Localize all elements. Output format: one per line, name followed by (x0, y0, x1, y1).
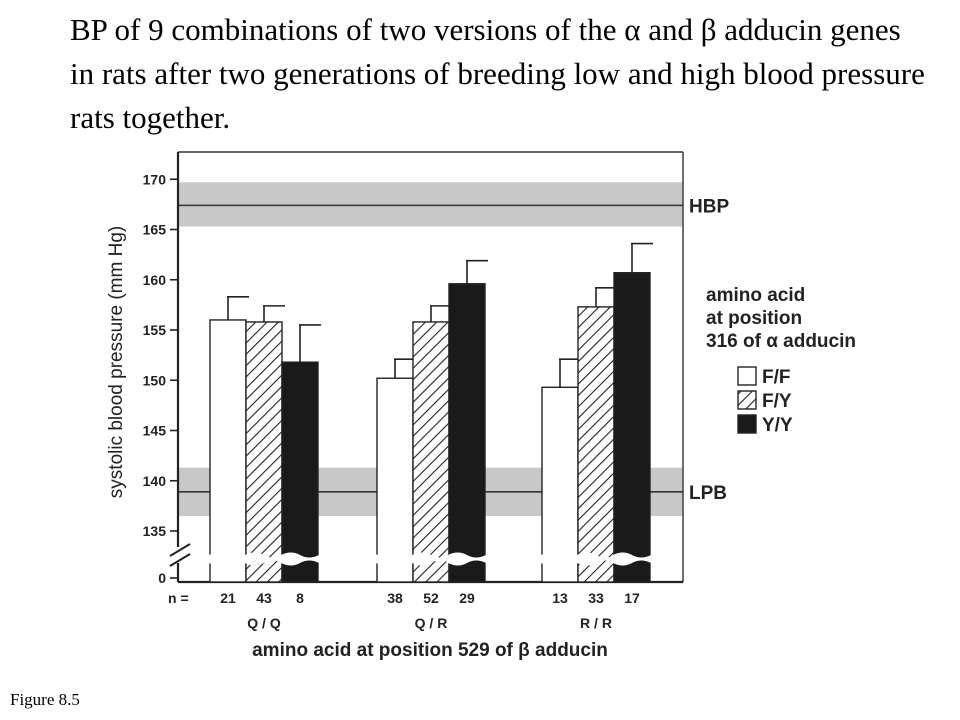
y-tick-label: 135 (143, 523, 167, 539)
bar-ff (209, 319, 247, 583)
y-tick-label: 150 (143, 372, 167, 388)
hbp-band (178, 182, 683, 227)
bar-break-gap (577, 552, 615, 566)
y-tick-label: 145 (143, 423, 167, 439)
bar-fy (577, 306, 615, 583)
n-count-label: 8 (296, 590, 304, 606)
figure-caption: Figure 8.5 (10, 690, 80, 709)
x-axis-label: amino acid at position 529 of β adducin (252, 640, 608, 661)
legend-swatch-yy (737, 414, 757, 434)
y-axis-label: systolic blood pressure (mm Hg) (106, 226, 127, 498)
hbp-label: HBP (689, 196, 729, 217)
legend-label: F/Y (762, 391, 792, 412)
legend-swatch-fy (737, 390, 757, 410)
legend-swatch-ff (737, 366, 757, 386)
y-tick-label: 155 (143, 322, 167, 338)
lpb-label: LPB (689, 483, 727, 504)
bar-ff (541, 386, 579, 583)
y-tick-label: 160 (143, 272, 167, 288)
bar-break-gap (209, 552, 247, 566)
n-prefix-label: n = (168, 590, 189, 606)
slide-title: BP of 9 combinations of two versions of … (70, 12, 925, 135)
legend-title: at position (706, 308, 802, 329)
bar-yy (613, 272, 651, 583)
legend-label: Y/Y (762, 415, 793, 436)
n-count-label: 13 (552, 590, 568, 606)
n-count-label: 33 (588, 590, 604, 606)
n-count-label: 52 (423, 590, 439, 606)
bar-break-gap (613, 552, 651, 566)
y-tick-label: 140 (143, 473, 167, 489)
legend-title: amino acid (706, 285, 805, 306)
bar-break-gap (245, 552, 283, 566)
bar-break-gap (281, 552, 319, 566)
bar-ff (376, 377, 414, 583)
bar-fy (412, 321, 450, 583)
bar-break-gap (412, 552, 450, 566)
bar-yy (281, 361, 319, 583)
legend-label: F/F (762, 367, 791, 388)
bar-break-gap (376, 552, 414, 566)
n-count-label: 29 (459, 590, 475, 606)
bar-break-gap (448, 552, 486, 566)
n-count-label: 17 (624, 590, 640, 606)
n-count-label: 43 (256, 590, 272, 606)
n-count-label: 38 (387, 590, 403, 606)
axis-break-mark (169, 543, 191, 557)
y-tick-label: 170 (143, 171, 167, 187)
category-label: Q / R (415, 615, 448, 631)
axis-break-mark (169, 553, 191, 567)
bar-break-gap (541, 552, 579, 566)
category-label: R / R (580, 615, 612, 631)
bar-yy (448, 283, 486, 583)
bar-fy (245, 321, 283, 583)
legend-title: 316 of α adducin (706, 331, 856, 352)
category-label: Q / Q (247, 615, 281, 631)
n-count-label: 21 (220, 590, 236, 606)
y-tick-label: 0 (158, 570, 166, 586)
y-tick-label: 165 (143, 222, 167, 238)
